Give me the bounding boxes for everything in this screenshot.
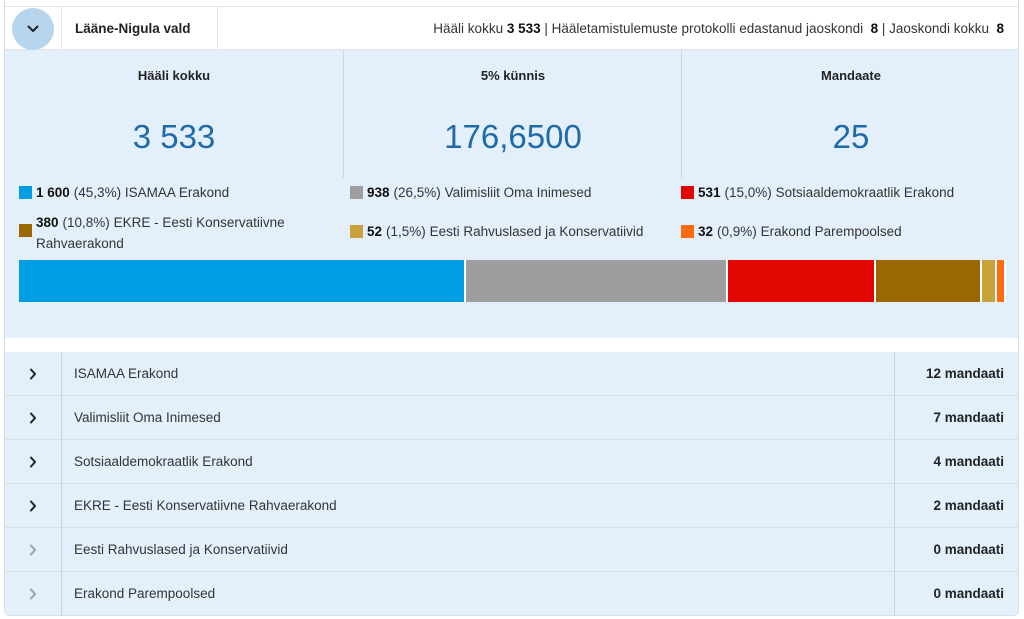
summary-value: 176,6500 xyxy=(444,118,582,155)
chevron-right-icon xyxy=(30,544,36,555)
legend-party: Sotsiaaldemokraatlik Erakond xyxy=(775,185,955,200)
legend-party: EKRE - Eesti Konservatiivne Rahvaerakond xyxy=(36,215,285,251)
vote-share-segment xyxy=(982,260,998,302)
legend-votes: 938 xyxy=(367,185,390,200)
legend-swatch xyxy=(681,186,694,199)
chevron-down-icon xyxy=(27,25,39,32)
summary-label: 5% künnis xyxy=(480,68,546,83)
legend-swatch xyxy=(19,224,32,237)
legend-votes: 52 xyxy=(367,224,383,239)
party-name: ISAMAA Erakond xyxy=(74,366,179,381)
stats-reported-label: | Hääletamistulemuste protokolli edastan… xyxy=(544,21,864,36)
legend-votes: 1 600 xyxy=(36,185,70,200)
party-mandates: 2 mandaati xyxy=(894,484,1018,527)
expand-cell[interactable] xyxy=(5,352,62,395)
legend-party: Valimisliit Oma Inimesed xyxy=(444,185,592,200)
legend-swatch xyxy=(350,186,363,199)
legend-party: Eesti Rahvuslased ja Konservatiivid xyxy=(429,224,644,239)
party-name: Eesti Rahvuslased ja Konservatiivid xyxy=(74,542,288,557)
stats-districts-label: | Jaoskondi kokku xyxy=(881,21,989,36)
legend-pct: (45,3%) xyxy=(73,185,122,200)
party-legend: 1 600 (45,3%) ISAMAA Erakond 938 (26,5%) V… xyxy=(19,180,1018,260)
legend-pct: (15,0%) xyxy=(724,185,772,200)
party-row[interactable]: Valimisliit Oma Inimesed 7 mandaati xyxy=(5,396,1018,440)
vote-share-segment xyxy=(466,260,728,302)
legend-swatch xyxy=(350,225,363,238)
expand-cell[interactable] xyxy=(5,528,62,571)
party-name: Valimisliit Oma Inimesed xyxy=(74,410,221,425)
collapse-cell xyxy=(5,7,62,50)
party-name: Sotsiaaldemokraatlik Erakond xyxy=(74,454,253,469)
legend-item: 52 (1,5%) Eesti Rahvuslased ja Konservati… xyxy=(350,221,680,242)
summary-mandates: Mandaate 25 xyxy=(681,50,1018,178)
summary-threshold: 5% künnis 176,6500 xyxy=(343,50,682,178)
summary-label: Hääli kokku xyxy=(137,68,211,83)
vote-share-segment xyxy=(19,260,467,302)
party-row[interactable]: Sotsiaaldemokraatlik Erakond 4 mandaati xyxy=(5,440,1018,484)
legend-pct: (1,5%) xyxy=(386,224,426,239)
vote-share-segment xyxy=(727,260,876,302)
legend-party: ISAMAA Erakond xyxy=(124,185,230,200)
stats-votes-value: 3 533 xyxy=(506,21,541,36)
municipality-header: Lääne-Nigula vald Hääli kokku 3 533 | Hä… xyxy=(5,6,1018,50)
chevron-right-icon xyxy=(30,588,36,599)
chevron-right-icon xyxy=(30,368,36,379)
vote-share-segment xyxy=(997,260,1006,302)
stats-districts-value: 8 xyxy=(996,21,1004,36)
party-mandates: 0 mandaati xyxy=(894,572,1018,615)
stats-votes-label: Hääli kokku xyxy=(433,21,504,36)
collapse-button[interactable] xyxy=(12,7,54,50)
summary-value: 3 533 xyxy=(132,118,216,155)
legend-votes: 380 xyxy=(36,215,59,230)
legend-votes: 531 xyxy=(698,185,721,200)
legend-pct: (0,9%) xyxy=(717,224,757,239)
party-row[interactable]: ISAMAA Erakond 12 mandaati xyxy=(5,352,1018,396)
legend-item: 938 (26,5%) Valimisliit Oma Inimesed xyxy=(350,182,670,203)
party-mandates: 7 mandaati xyxy=(894,396,1018,439)
legend-party: Erakond Parempoolsed xyxy=(760,224,902,239)
legend-item: 32 (0,9%) Erakond Parempoolsed xyxy=(681,221,1011,242)
summary-value: 25 xyxy=(832,118,870,155)
party-row[interactable]: Erakond Parempoolsed 0 mandaati xyxy=(5,572,1018,615)
legend-item: 1 600 (45,3%) ISAMAA Erakond xyxy=(19,182,339,203)
party-mandates-list: ISAMAA Erakond 12 mandaati Valimisliit O… xyxy=(5,352,1018,615)
party-mandates: 0 mandaati xyxy=(894,528,1018,571)
chevron-right-icon xyxy=(30,500,36,511)
party-row[interactable]: Eesti Rahvuslased ja Konservatiivid 0 ma… xyxy=(5,528,1018,572)
header-stats: Hääli kokku 3 533 | Hääletamistulemuste … xyxy=(433,7,1004,50)
party-mandates: 4 mandaati xyxy=(894,440,1018,483)
municipality-name: Lääne-Nigula vald xyxy=(62,7,218,50)
summary-section: Hääli kokku 3 533 5% künnis 176,6500 Man… xyxy=(5,50,1018,338)
party-name: EKRE - Eesti Konservatiivne Rahvaerakond xyxy=(74,498,337,513)
legend-pct: (10,8%) xyxy=(62,215,110,230)
vote-share-bar xyxy=(19,260,1006,302)
expand-cell[interactable] xyxy=(5,396,62,439)
party-mandates: 12 mandaati xyxy=(894,352,1018,395)
vote-share-segment xyxy=(875,260,983,302)
party-name: Erakond Parempoolsed xyxy=(74,586,216,601)
legend-votes: 32 xyxy=(698,224,714,239)
expand-cell[interactable] xyxy=(5,484,62,527)
chevron-right-icon xyxy=(30,456,36,467)
legend-swatch xyxy=(681,225,694,238)
results-panel: Lääne-Nigula vald Hääli kokku 3 533 | Hä… xyxy=(4,0,1019,616)
legend-pct: (26,5%) xyxy=(393,185,441,200)
stats-reported-value: 8 xyxy=(870,21,879,36)
legend-item: 531 (15,0%) Sotsiaaldemokraatlik Erakond xyxy=(681,182,1011,203)
legend-item: 380 (10,8%) EKRE - Eesti Konservatiivne R… xyxy=(19,212,319,254)
summary-label: Mandaate xyxy=(821,68,881,83)
legend-swatch xyxy=(19,186,32,199)
party-row[interactable]: EKRE - Eesti Konservatiivne Rahvaerakond… xyxy=(5,484,1018,528)
expand-cell[interactable] xyxy=(5,440,62,483)
summary-votes: Hääli kokku 3 533 xyxy=(5,50,343,178)
expand-cell[interactable] xyxy=(5,572,62,615)
chevron-right-icon xyxy=(30,412,36,423)
